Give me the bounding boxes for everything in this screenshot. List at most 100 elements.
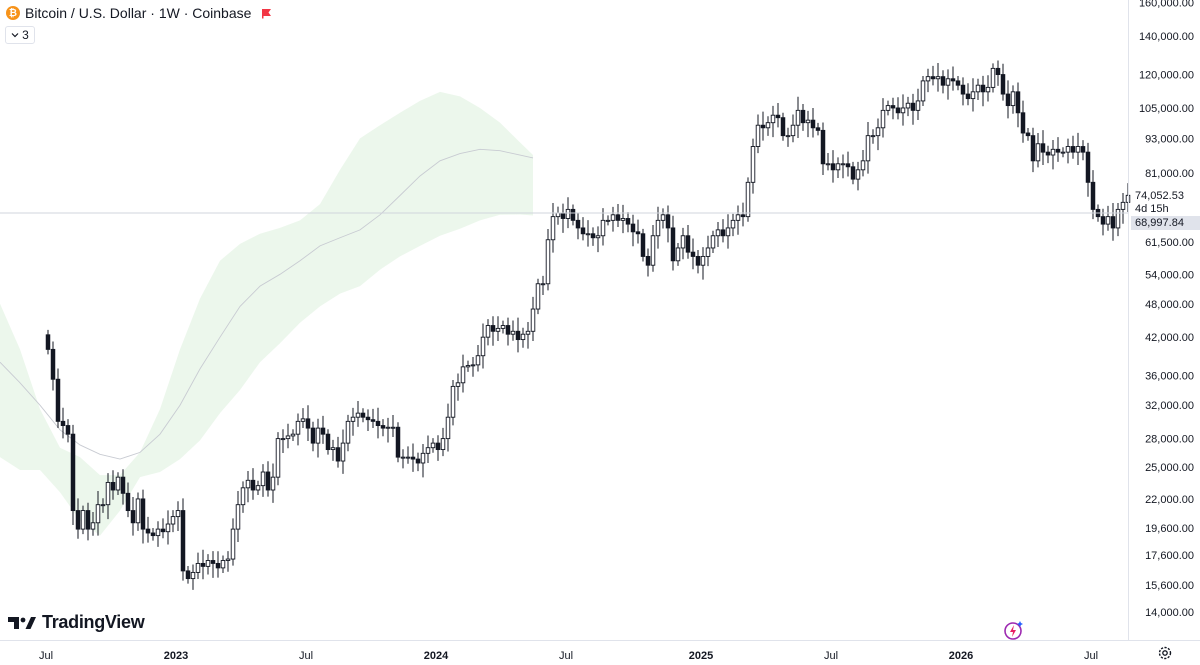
candle (820, 122, 826, 176)
candle (410, 443, 416, 472)
candle-body (505, 325, 511, 335)
candle-body (295, 420, 301, 435)
assistant-spark-icon[interactable] (1001, 619, 1025, 641)
candle (110, 470, 116, 500)
candle-body (965, 93, 971, 100)
band-fill (360, 125, 380, 287)
candle (1060, 147, 1066, 158)
candle (595, 226, 601, 253)
candle-body (585, 233, 591, 236)
tradingview-logo-icon (8, 616, 36, 629)
band-fill (340, 138, 360, 294)
candle (860, 150, 866, 177)
candle (315, 418, 321, 458)
candle-body (775, 114, 781, 119)
candle-body (580, 227, 586, 235)
settings-gear-icon[interactable] (1157, 645, 1173, 661)
candle (290, 429, 296, 441)
candle-body (65, 425, 71, 435)
candle (620, 204, 626, 234)
candle-body (1010, 91, 1016, 107)
flag-icon[interactable] (261, 8, 272, 19)
band-fill (300, 204, 320, 323)
candle-body (675, 247, 681, 262)
indicators-toggle-button[interactable]: 3 (5, 26, 35, 44)
candle (610, 206, 616, 232)
band-fill (260, 227, 280, 363)
candle-body (735, 214, 741, 221)
candle (880, 98, 886, 138)
candle (145, 516, 151, 543)
candle (1070, 135, 1076, 159)
candle (370, 408, 376, 428)
time-axis[interactable]: Jul 2023 Jul 2024 Jul 2025 Jul 2026 Jul (39, 650, 1098, 662)
candle-body (220, 560, 226, 569)
candle-body (955, 80, 961, 86)
candle-body (415, 458, 421, 464)
candle (1040, 130, 1046, 165)
candle (285, 423, 291, 449)
candle-body (190, 571, 196, 580)
candle (645, 248, 651, 277)
candle (915, 88, 921, 121)
candle (70, 424, 76, 525)
candle (255, 480, 261, 496)
symbol-title[interactable]: Bitcoin / U.S. Dollar · 1W · Coinbase (25, 5, 252, 21)
candle-body (570, 208, 576, 221)
candle-body (980, 84, 986, 93)
price-axis[interactable]: 160,000.00 140,000.00 120,000.00 105,000.00… (1139, 0, 1194, 619)
candle-body (850, 166, 856, 180)
candle-body (1110, 216, 1116, 229)
candle-body (85, 510, 91, 530)
candle (195, 552, 201, 580)
candle (430, 438, 436, 453)
band-fill (400, 100, 420, 257)
candle-body (95, 504, 101, 524)
band-fill (160, 349, 180, 473)
candle-body (985, 86, 991, 93)
candle-body (865, 135, 871, 162)
candle-body (485, 325, 491, 338)
candle (700, 247, 706, 280)
candle-body (320, 427, 326, 435)
candle (360, 408, 366, 423)
candle-body (255, 485, 261, 491)
candle-body (195, 562, 201, 573)
candle-body (1060, 151, 1066, 154)
candle-body (75, 510, 81, 530)
candle (635, 219, 641, 244)
candle (185, 565, 191, 584)
band-fill (320, 169, 340, 307)
time-tick-label: Jul (1084, 650, 1098, 662)
candle-body (645, 255, 651, 266)
candle (190, 564, 196, 590)
candle (680, 227, 686, 260)
band-fill (500, 122, 520, 215)
candle (825, 153, 831, 171)
candle-body (1025, 132, 1031, 137)
candle-body (765, 122, 771, 129)
candle-body (1070, 146, 1076, 153)
candle-body (935, 76, 941, 80)
candle-body (895, 107, 901, 114)
candle (665, 205, 671, 243)
candle-body (915, 100, 921, 111)
candle (655, 206, 661, 249)
candle-body (550, 216, 556, 241)
candle (1035, 132, 1041, 168)
candle (365, 409, 371, 431)
candle-body (740, 214, 746, 218)
candle-body (565, 208, 571, 219)
candle (310, 421, 316, 452)
candle (485, 319, 491, 346)
candle (175, 501, 181, 532)
candle (225, 551, 231, 572)
candle-body (640, 233, 646, 257)
tradingview-logo[interactable]: TradingView (8, 612, 145, 633)
candle (740, 202, 746, 227)
candle (400, 449, 406, 469)
candle-body (450, 385, 456, 418)
symbol-header[interactable]: ₿ Bitcoin / U.S. Dollar · 1W · Coinbase (6, 4, 272, 22)
candle (280, 429, 286, 454)
